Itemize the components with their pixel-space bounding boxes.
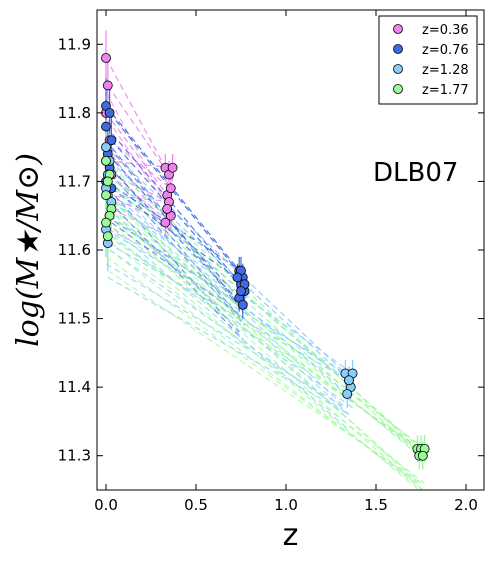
axis-ticks: 0.0 0.5 1.0 1.5 2.0 11.3 11.4 11.5 11.6 11.7 11.8 1… — [58, 10, 484, 514]
track-line — [110, 139, 246, 292]
data-point — [160, 217, 171, 228]
x-tick-label: 0.5 — [184, 496, 208, 514]
track-line — [109, 174, 422, 450]
model-annotation: DLB07 — [373, 158, 458, 188]
track-line — [107, 242, 350, 381]
track-line — [107, 153, 240, 299]
track-line — [109, 249, 424, 491]
x-axis-label: z — [283, 518, 299, 553]
legend: z=0.36 z=0.76 z=1.28 z=1.77 — [378, 15, 478, 105]
track-line — [105, 228, 346, 374]
track-line — [107, 85, 170, 175]
track-line — [105, 263, 346, 409]
data-point — [101, 121, 111, 132]
data-point — [101, 217, 111, 228]
track-line — [111, 208, 425, 450]
track-line — [109, 160, 350, 381]
data-point — [236, 286, 246, 297]
y-axis-label: log(M★/M⊙) — [11, 153, 46, 347]
y-tick-label: 11.4 — [58, 378, 91, 396]
track-line — [107, 194, 166, 224]
legend-label: z=0.36 — [422, 23, 469, 38]
track-line — [111, 242, 425, 484]
y-tick-label: 11.5 — [58, 310, 91, 328]
legend-marker — [393, 24, 403, 34]
track-line — [107, 208, 352, 422]
track-line — [105, 160, 242, 319]
track-line — [107, 174, 352, 388]
data-point — [232, 272, 243, 283]
legend-marker — [393, 84, 403, 94]
legend-label: z=1.77 — [422, 83, 469, 98]
data-point — [165, 183, 176, 194]
track-line — [109, 167, 244, 306]
y-tick-label: 11.8 — [58, 104, 91, 122]
track-line — [105, 160, 418, 450]
data-point — [101, 190, 111, 201]
data-point — [101, 53, 111, 63]
legend-label: z=1.28 — [422, 63, 469, 78]
series-markers-3 — [101, 155, 430, 461]
track-line — [109, 208, 422, 484]
data-point — [102, 80, 113, 91]
x-tick-label: 2.0 — [454, 496, 478, 514]
track-line — [109, 112, 244, 278]
data-point — [342, 389, 353, 399]
legend-marker — [393, 44, 403, 54]
track-line — [107, 180, 424, 457]
track-line — [105, 57, 166, 168]
track-line — [107, 235, 422, 450]
track-line — [105, 180, 242, 272]
track-line — [109, 194, 350, 416]
data-point — [102, 231, 113, 242]
y-tick-label: 11.6 — [58, 241, 91, 259]
data-point — [101, 142, 111, 153]
data-point — [104, 107, 115, 118]
track-line — [109, 215, 424, 457]
track-line — [109, 174, 172, 224]
y-tick-label: 11.7 — [58, 172, 91, 190]
track-line — [107, 276, 350, 416]
series-tracks-0 — [105, 57, 173, 258]
track-line — [107, 270, 422, 484]
x-tick-label: 1.5 — [364, 496, 388, 514]
data-point — [344, 375, 354, 386]
track-line — [109, 139, 172, 189]
track-line — [105, 187, 348, 395]
track-line — [105, 222, 348, 429]
y-tick-label: 11.9 — [58, 35, 91, 53]
data-point — [417, 450, 428, 461]
data-point — [162, 203, 173, 214]
y-tick-label: 11.3 — [58, 447, 91, 465]
legend-label: z=0.76 — [422, 43, 469, 58]
track-line — [105, 194, 418, 484]
track-line — [107, 187, 240, 333]
x-tick-label: 1.0 — [274, 496, 298, 514]
data-point — [101, 155, 111, 166]
track-line — [105, 126, 242, 285]
data-markers — [101, 53, 430, 461]
track-lines — [105, 57, 425, 491]
data-point — [106, 135, 117, 146]
series-tracks-3 — [105, 160, 425, 491]
track-line — [105, 112, 168, 196]
data-point — [102, 176, 113, 187]
track-line — [107, 215, 424, 491]
data-point — [237, 299, 248, 310]
track-line — [107, 228, 166, 258]
legend-marker — [393, 64, 403, 74]
track-line — [105, 146, 346, 374]
data-point — [167, 162, 178, 173]
x-tick-label: 0.0 — [94, 496, 118, 514]
